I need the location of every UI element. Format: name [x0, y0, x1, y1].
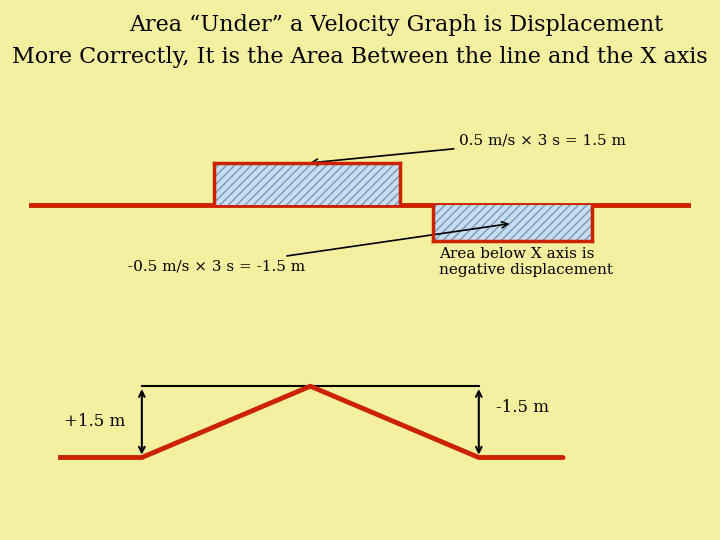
Text: -0.5 m/s × 3 s = -1.5 m: -0.5 m/s × 3 s = -1.5 m — [128, 222, 508, 273]
Text: Area “Under” a Velocity Graph is Displacement: Area “Under” a Velocity Graph is Displac… — [129, 14, 663, 36]
Text: +1.5 m: +1.5 m — [64, 413, 125, 430]
Text: -1.5 m: -1.5 m — [495, 399, 549, 416]
Text: 0.5 m/s × 3 s = 1.5 m: 0.5 m/s × 3 s = 1.5 m — [312, 133, 626, 165]
Bar — [215, 163, 400, 205]
Text: More Correctly, It is the Area Between the line and the X axis: More Correctly, It is the Area Between t… — [12, 46, 708, 68]
Bar — [433, 205, 592, 241]
Text: Area below X axis is
negative displacement: Area below X axis is negative displaceme… — [439, 247, 613, 278]
